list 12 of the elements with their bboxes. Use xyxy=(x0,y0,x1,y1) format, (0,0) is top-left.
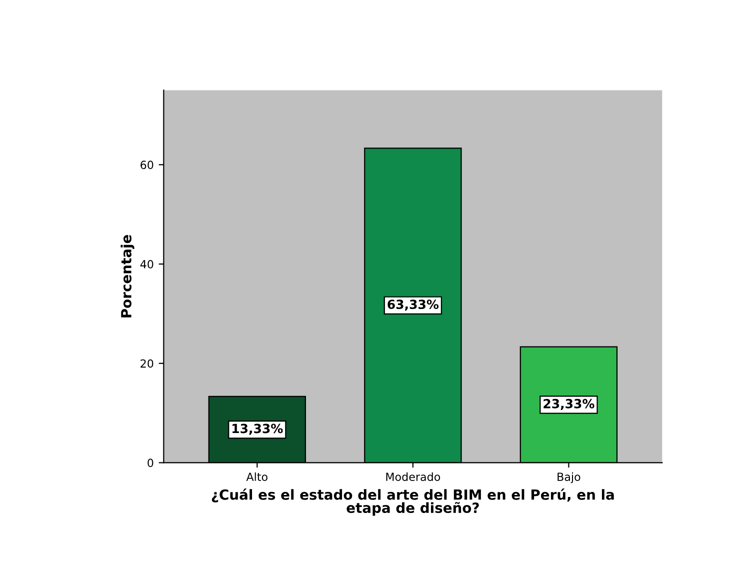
x-tick-label: Moderado xyxy=(386,472,440,482)
data-label: 63,33% xyxy=(388,300,439,311)
y-tick-label: 40 xyxy=(140,260,154,268)
x-tick-label: Alto xyxy=(246,472,268,482)
y-tick-label: 0 xyxy=(148,458,154,468)
y-tick-label: 60 xyxy=(140,160,154,170)
y-tick-label: 20 xyxy=(140,359,154,368)
data-label: 13,33% xyxy=(232,424,283,435)
data-label: 23,33% xyxy=(544,398,594,410)
x-axis-title: ¿Cuál es el estado del arte del BIM en el Perú, en la etapa de diseño? xyxy=(212,488,614,516)
x-tick-label: Bajo xyxy=(558,472,580,484)
y-axis-title: Porcentaje xyxy=(120,234,134,318)
